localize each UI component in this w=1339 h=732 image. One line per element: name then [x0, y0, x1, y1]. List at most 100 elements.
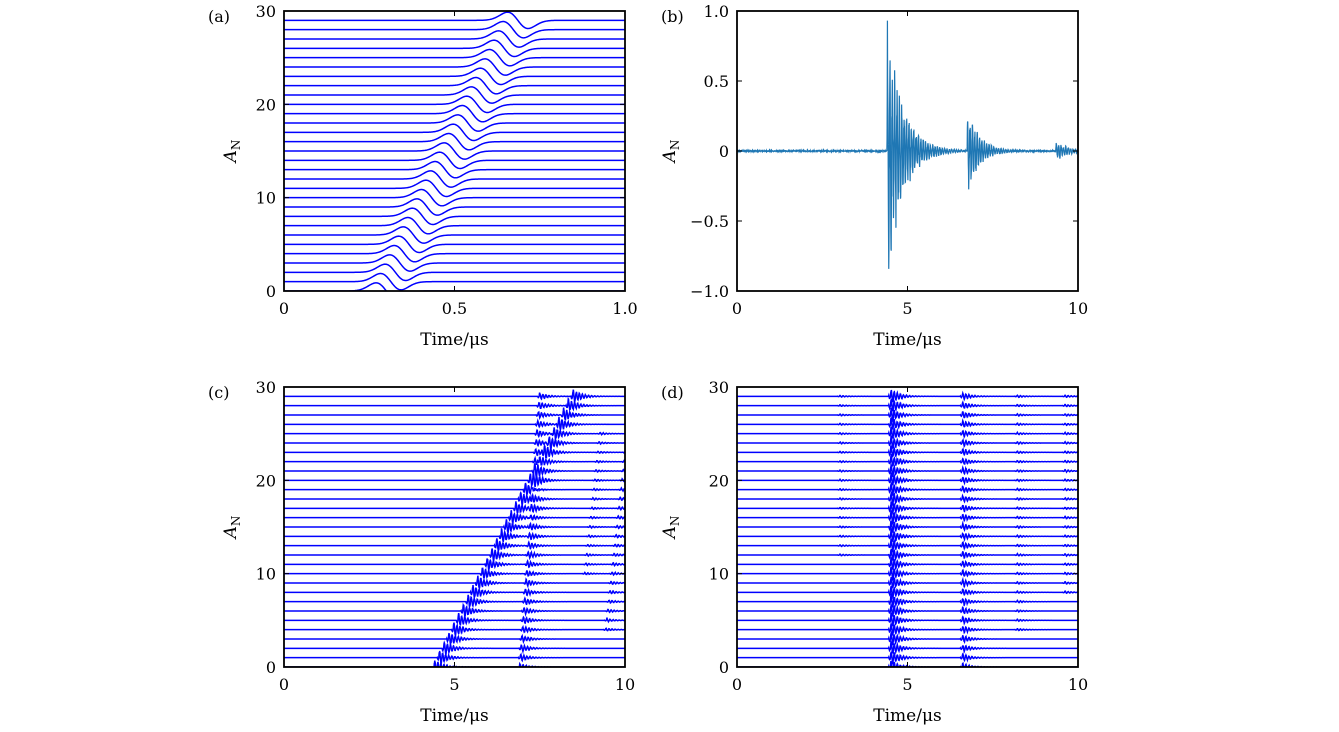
trace-2 — [284, 263, 625, 282]
trace-6 — [284, 226, 625, 244]
trace-8 — [284, 207, 625, 226]
panel-label: (c) — [208, 383, 229, 402]
trace-15 — [284, 519, 625, 534]
trace-8 — [737, 585, 1078, 600]
trace-9 — [284, 575, 625, 591]
x-axis-label: Time/μs — [873, 706, 941, 726]
x-tick-label: 0 — [279, 299, 289, 318]
trace-3 — [284, 632, 625, 646]
trace-3 — [284, 254, 625, 272]
trace-25 — [284, 48, 625, 67]
x-tick-label: 5 — [449, 675, 459, 694]
trace-16 — [737, 510, 1078, 526]
y-tick-label: 30 — [709, 378, 729, 397]
trace-6 — [284, 602, 625, 619]
y-tick-label: 30 — [256, 378, 276, 397]
trace-15 — [284, 142, 625, 160]
trace-24 — [284, 58, 625, 76]
trace-28 — [284, 396, 625, 412]
svg-text:AN: AN — [221, 516, 243, 541]
trace-25 — [284, 427, 625, 441]
trace-12 — [284, 548, 625, 564]
panel-b: 0 5 10 −1.0 −0.5 0 0.5 1.0 Time/μs AN (b) — [660, 2, 1088, 350]
trace-14 — [284, 527, 625, 542]
trace-12 — [284, 170, 625, 188]
trace-23 — [284, 444, 625, 459]
svg-text:AN: AN — [221, 140, 243, 165]
trace-1 — [284, 650, 625, 667]
trace-22 — [284, 455, 625, 466]
trace-16 — [284, 132, 625, 151]
trace-18 — [284, 491, 625, 508]
y-tick-label: 0.5 — [704, 72, 729, 91]
panel-c: 0 5 10 0 10 20 30 Time/μs AN (c) — [208, 378, 635, 726]
trace-18 — [737, 491, 1078, 507]
x-tick-label: 10 — [615, 675, 635, 694]
trace-20 — [284, 472, 625, 488]
trace-4 — [284, 622, 625, 636]
trace-9 — [284, 198, 625, 216]
trace-8 — [284, 584, 625, 599]
trace-3 — [737, 631, 1078, 646]
trace-15 — [737, 520, 1078, 534]
trace-26 — [737, 417, 1078, 430]
trace-13 — [284, 538, 625, 552]
x-tick-label: 1.0 — [612, 299, 637, 318]
trace-26 — [284, 416, 625, 432]
trace-21 — [737, 463, 1078, 478]
y-tick-label: 0 — [266, 658, 276, 677]
trace-23 — [737, 445, 1078, 458]
trace-5 — [284, 612, 625, 626]
trace-28 — [284, 20, 625, 39]
x-axis-label: Time/μs — [420, 706, 488, 726]
trace-26 — [284, 39, 625, 58]
y-tick-label: 20 — [256, 471, 276, 490]
trace-22 — [284, 76, 625, 95]
panel-label: (d) — [661, 383, 684, 402]
y-tick-label: −1.0 — [690, 282, 729, 301]
x-axis-label: Time/μs — [873, 330, 941, 350]
trace-14 — [284, 151, 625, 170]
trace-10 — [737, 567, 1078, 582]
y-axis-label: AN — [660, 516, 682, 541]
trace-17 — [284, 501, 625, 514]
trace-7 — [737, 592, 1078, 608]
trace-20 — [737, 471, 1078, 486]
trace-27 — [284, 407, 625, 421]
panel-a: 0 0.5 1.0 0 10 20 30 Time/μs AN (a) — [208, 2, 638, 350]
trace-11 — [284, 179, 625, 198]
y-tick-label: 20 — [709, 471, 729, 490]
trace-25 — [737, 426, 1078, 439]
trace-17 — [284, 123, 625, 142]
trace-11 — [737, 557, 1078, 571]
y-tick-label: 0 — [266, 282, 276, 301]
trace-19 — [284, 104, 625, 123]
trace-28 — [737, 398, 1078, 412]
x-tick-label: 0 — [732, 299, 742, 318]
trace-20 — [284, 95, 625, 114]
trace-2 — [737, 640, 1078, 655]
trace-2 — [284, 640, 625, 656]
series-line — [737, 20, 1078, 269]
trace-19 — [284, 482, 625, 497]
trace-4 — [284, 244, 625, 263]
svg-text:AN: AN — [660, 140, 682, 165]
trace-1 — [284, 272, 625, 291]
trace-29 — [284, 11, 625, 30]
trace-13 — [284, 160, 625, 179]
trace-4 — [737, 622, 1078, 636]
trace-7 — [284, 594, 625, 609]
trace-17 — [737, 501, 1078, 516]
y-tick-label: 1.0 — [704, 2, 729, 21]
trace-21 — [284, 86, 625, 104]
y-tick-label: 20 — [256, 95, 276, 114]
y-tick-label: 10 — [256, 189, 276, 208]
trace-21 — [284, 462, 625, 479]
trace-16 — [284, 510, 625, 526]
y-tick-label: 10 — [256, 565, 276, 584]
x-axis-label: Time/μs — [420, 330, 488, 350]
y-axis-label: AN — [660, 140, 682, 165]
trace-27 — [737, 407, 1078, 423]
x-tick-label: 5 — [902, 299, 912, 318]
